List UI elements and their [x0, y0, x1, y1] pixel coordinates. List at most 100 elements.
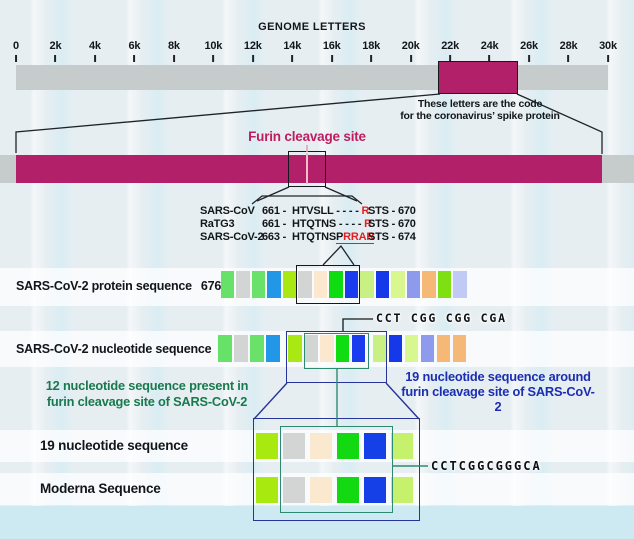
tick-mark: [567, 55, 570, 62]
ruler-tick: 22k: [441, 41, 459, 62]
sequence-block: [335, 335, 350, 362]
sequence-block: [452, 335, 467, 362]
twelve-nt-annotation: 12 nucleotide sequence present in furin …: [45, 378, 249, 409]
twelve-nt-region-box: [304, 333, 369, 369]
sequence-block: [265, 335, 280, 362]
ruler-tick: 20k: [402, 41, 420, 62]
ruler-tick: 24k: [481, 41, 499, 62]
sequence-block: [233, 335, 248, 362]
sequence-block: [422, 271, 436, 298]
ruler-tick: 8k: [168, 41, 180, 62]
sequence-block: [364, 433, 386, 459]
tick-mark: [133, 55, 136, 62]
protein-length-number: 676: [200, 279, 222, 293]
ruler-tick: 26k: [520, 41, 538, 62]
shared-sequence-label: CCTCGGCGGGCA: [431, 459, 542, 473]
ruler-tick: 0: [13, 41, 19, 62]
ruler-tick: 2k: [50, 41, 62, 62]
sequence-block: [310, 433, 332, 459]
spike-protein-bar: [16, 155, 602, 183]
sequence-block: [391, 477, 413, 503]
tick-mark: [409, 55, 412, 62]
tick-mark: [14, 55, 17, 62]
sequence-block: [391, 271, 405, 298]
nucleotide-sequence-label: SARS-CoV-2 nucleotide sequence: [16, 342, 212, 356]
nucleotide-sequence-blocks: [218, 335, 467, 362]
nineteen-nt-annotation: 19 nucleotide sequence around furin clea…: [401, 369, 595, 414]
alignment-row-sars-cov-2: SARS-CoV-2 663 - HTQTNSPRRAR STS - 674: [200, 231, 416, 244]
sequence-block: [298, 271, 312, 298]
protein-sequence-blocks: [221, 271, 467, 298]
tick-mark: [330, 55, 333, 62]
sequence-block: [249, 335, 264, 362]
sequence-block: [351, 335, 366, 362]
sequence-block: [313, 271, 328, 298]
sequence-block: [437, 271, 452, 298]
moderna-row-label: Moderna Sequence: [40, 481, 161, 496]
sequence-block: [404, 335, 419, 362]
ruler-tick: 28k: [560, 41, 578, 62]
tick-mark: [172, 55, 175, 62]
tick-mark: [93, 55, 96, 62]
sequence-block: [287, 335, 302, 362]
sequence-block: [218, 335, 232, 362]
ruler-tick: 4k: [89, 41, 101, 62]
sequence-block: [310, 477, 332, 503]
tick-mark: [212, 55, 215, 62]
furin-site-box: [288, 151, 326, 187]
sequence-block: [329, 271, 343, 298]
zoom-panel-inner-box: [280, 426, 393, 513]
sequence-block: [388, 335, 403, 362]
sequence-block: [420, 335, 435, 362]
sequence-block: [267, 271, 281, 298]
sequence-block: [337, 433, 359, 459]
sequence-block: [303, 335, 318, 362]
sequence-block: [375, 271, 390, 298]
ruler-tick: 14k: [283, 41, 301, 62]
sequence-block: [236, 271, 250, 298]
sequence-block: [283, 477, 305, 503]
ruler-tick: 30k: [599, 41, 617, 62]
sequence-block: [256, 477, 278, 503]
genome-letters-title: GENOME LETTERS: [258, 21, 366, 33]
ruler-tick: 10k: [204, 41, 222, 62]
sequence-block: [282, 271, 297, 298]
sequence-block: [360, 271, 374, 298]
sequence-block: [283, 433, 305, 459]
spike-region-highlight: [438, 61, 518, 94]
sequence-block: [372, 335, 387, 362]
moderna-blocks: [256, 477, 413, 503]
sequence-block: [364, 477, 386, 503]
genome-ruler: 0 2k 4k 6k 8k 10k 12k 14k 16k 18k 20k 22…: [13, 41, 617, 64]
ruler-tick: 16k: [323, 41, 341, 62]
tick-mark: [606, 55, 609, 62]
protein-sequence-label: SARS-CoV-2 protein sequence 676: [16, 279, 222, 293]
tick-mark: [251, 55, 254, 62]
tick-mark: [449, 55, 452, 62]
nineteen-nt-row-label: 19 nucleotide sequence: [40, 438, 188, 453]
genome-bar: [16, 65, 608, 90]
sequence-block: [436, 335, 451, 362]
protein-furin-site-box: [296, 265, 360, 304]
tick-mark: [291, 55, 294, 62]
tick-mark: [370, 55, 373, 62]
sequence-block: [337, 477, 359, 503]
sequence-block: [251, 271, 266, 298]
ruler-tick: 6k: [128, 41, 141, 62]
nineteen-nt-blocks: [256, 433, 413, 459]
bottom-cyan-band: [0, 506, 634, 539]
tick-mark: [488, 55, 491, 62]
sequence-block: [221, 271, 235, 298]
furin-cleavage-site-label: Furin cleavage site: [248, 129, 366, 144]
alignment-row-ratg3: RaTG3 661 - HTQTNS - - - - R STS - 670: [200, 218, 416, 230]
ruler-tick: 18k: [362, 41, 380, 62]
sequence-alignment: SARS-CoV 661 - HTVSLL - - - - R STS - 670 R…: [200, 205, 416, 244]
sequence-block: [406, 271, 421, 298]
sequence-block: [391, 433, 413, 459]
sequence-block: [319, 335, 334, 362]
ruler-tick: 12k: [244, 41, 262, 62]
sequence-block: [344, 271, 359, 298]
sequence-block: [453, 271, 467, 298]
codon-sequence-label: CCT CGG CGG CGA: [376, 311, 507, 325]
